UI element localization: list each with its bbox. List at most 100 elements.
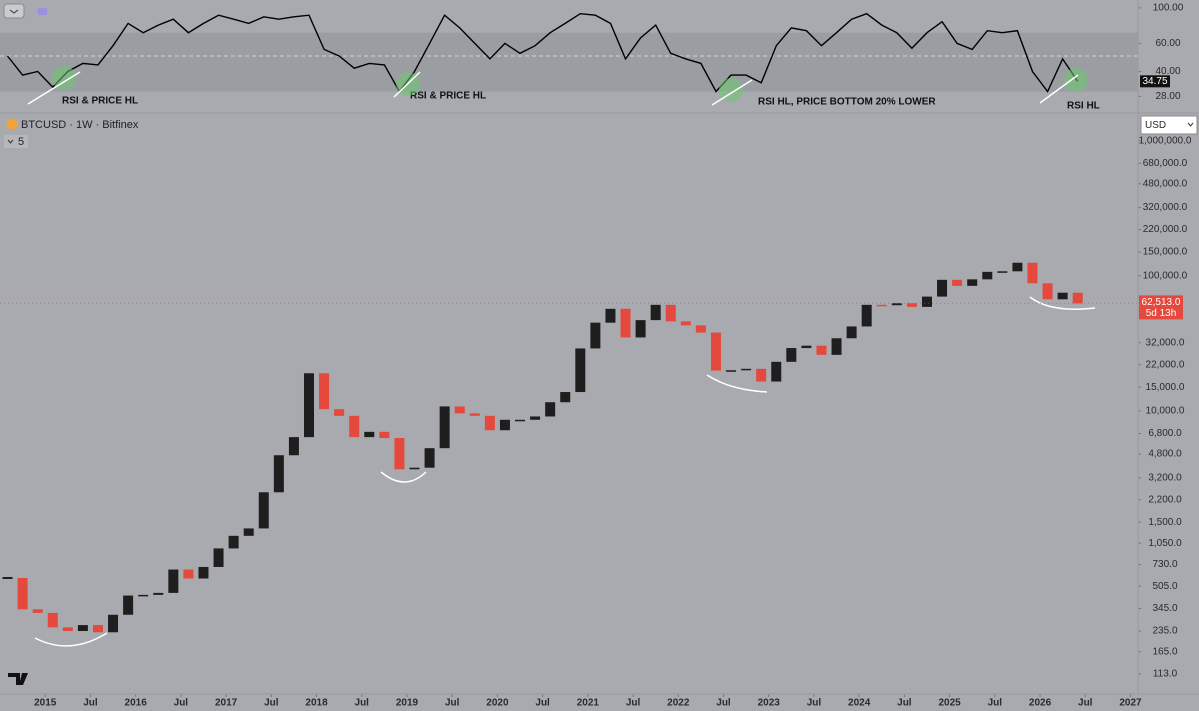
candle: [379, 431, 390, 439]
trend-line: [393, 71, 421, 98]
candle: [921, 296, 932, 307]
candle: [545, 402, 556, 417]
chevron: [1187, 122, 1194, 127]
candle: [258, 492, 269, 529]
candle: [590, 322, 601, 349]
currency-select[interactable]: [1140, 115, 1198, 135]
y-tick-label: 320,000.0: [1143, 202, 1188, 213]
candle: [1072, 292, 1083, 304]
candle: [816, 345, 827, 355]
candle: [273, 455, 284, 493]
x-tick-label: Jul: [897, 698, 912, 709]
candle: [876, 304, 887, 307]
candle: [575, 348, 586, 393]
y-tick-label: 480,000.0: [1143, 178, 1188, 189]
candle: [741, 368, 752, 371]
y-tick-label: 730.0: [1152, 559, 1177, 570]
y-tick-label: 1,050.0: [1148, 538, 1182, 549]
candle: [108, 614, 119, 633]
candle: [364, 431, 375, 438]
candle: [288, 437, 299, 456]
x-tick-label: 2021: [577, 698, 600, 709]
x-tick-label: Jul: [807, 698, 822, 709]
rsi-line: [6, 12, 1079, 93]
currency: USD: [1145, 120, 1166, 131]
y-tick-label: 1,500.0: [1148, 517, 1182, 528]
candle: [846, 326, 857, 339]
candle: [62, 627, 73, 632]
x-tick-label: Jul: [83, 698, 98, 709]
candle: [1057, 292, 1068, 300]
x-tick-label: Jul: [535, 698, 550, 709]
candle: [77, 625, 88, 632]
y-tick-label: 10,000.0: [1146, 406, 1185, 417]
candle: [92, 625, 103, 633]
candle: [756, 368, 767, 382]
candle: [243, 528, 254, 536]
y-tick-label: 32,000.0: [1146, 337, 1185, 348]
y-tick-label: 165.0: [1152, 646, 1177, 657]
candle: [680, 321, 691, 326]
x-tick-label: 2022: [667, 698, 690, 709]
candle: [665, 304, 676, 322]
bottom-arc: [34, 632, 108, 647]
y-tick-label: 15,000.0: [1146, 382, 1185, 393]
y-tick-label: 150,000.0: [1143, 247, 1188, 258]
indicator-icon: [38, 8, 47, 15]
candle: [334, 409, 345, 416]
candle: [695, 325, 706, 333]
chevron: [9, 9, 19, 14]
candle: [394, 438, 405, 470]
y-tick-label: 680,000.0: [1143, 158, 1188, 169]
annotation: RSI & PRICE HL: [62, 96, 138, 107]
toolbar: BTCUSD · 1W · Bitfinex 5 USD: [3, 3, 1198, 685]
candle: [123, 595, 134, 615]
candle: [937, 279, 948, 297]
candle: [726, 370, 737, 372]
last-value-label: 34.75: [1142, 76, 1167, 87]
candle: [786, 348, 797, 362]
y-tick-label: 345.0: [1152, 603, 1177, 614]
y-tick-label: 100,000.0: [1143, 270, 1188, 281]
candle: [801, 345, 812, 349]
y-tick-label: 6,800.0: [1148, 428, 1182, 439]
annotation: RSI & PRICE HL: [410, 91, 486, 102]
y-tick-label: 28.00: [1155, 91, 1180, 102]
rsi-markings: [27, 66, 1088, 106]
candle: [409, 467, 420, 470]
candle: [138, 594, 149, 597]
y-tick-label: 4,800.0: [1148, 449, 1182, 460]
x-tick-label: Jul: [626, 698, 641, 709]
x-tick-label: 2015: [34, 698, 57, 709]
x-tick-label: 2025: [938, 698, 961, 709]
candle: [469, 413, 480, 416]
candle: [454, 406, 465, 414]
candle: [997, 271, 1008, 273]
x-tick-label: Jul: [445, 698, 460, 709]
indicators-toggle[interactable]: [4, 135, 28, 148]
candle: [47, 612, 58, 628]
y-tick-label: 3,200.0: [1148, 472, 1182, 483]
price-markings: [34, 296, 1096, 647]
candle: [710, 332, 721, 371]
candle: [484, 415, 495, 431]
bottom-arc: [706, 374, 768, 393]
x-tick-label: 2024: [848, 698, 871, 709]
candle: [213, 548, 224, 567]
x-tick-label: Jul: [355, 698, 370, 709]
trend-line: [27, 71, 81, 105]
coin-icon: [6, 118, 18, 130]
candle: [198, 566, 209, 579]
x-tick-label: 2027: [1119, 698, 1142, 709]
indicator-count: 5: [18, 136, 24, 148]
candle: [620, 308, 631, 338]
candle: [183, 569, 194, 579]
trend-line: [1039, 74, 1079, 104]
x-tick-label: 2023: [758, 698, 781, 709]
last-price-box: [1139, 295, 1183, 320]
candle: [17, 578, 28, 610]
candle: [319, 373, 330, 410]
menu-button[interactable]: [3, 3, 25, 19]
